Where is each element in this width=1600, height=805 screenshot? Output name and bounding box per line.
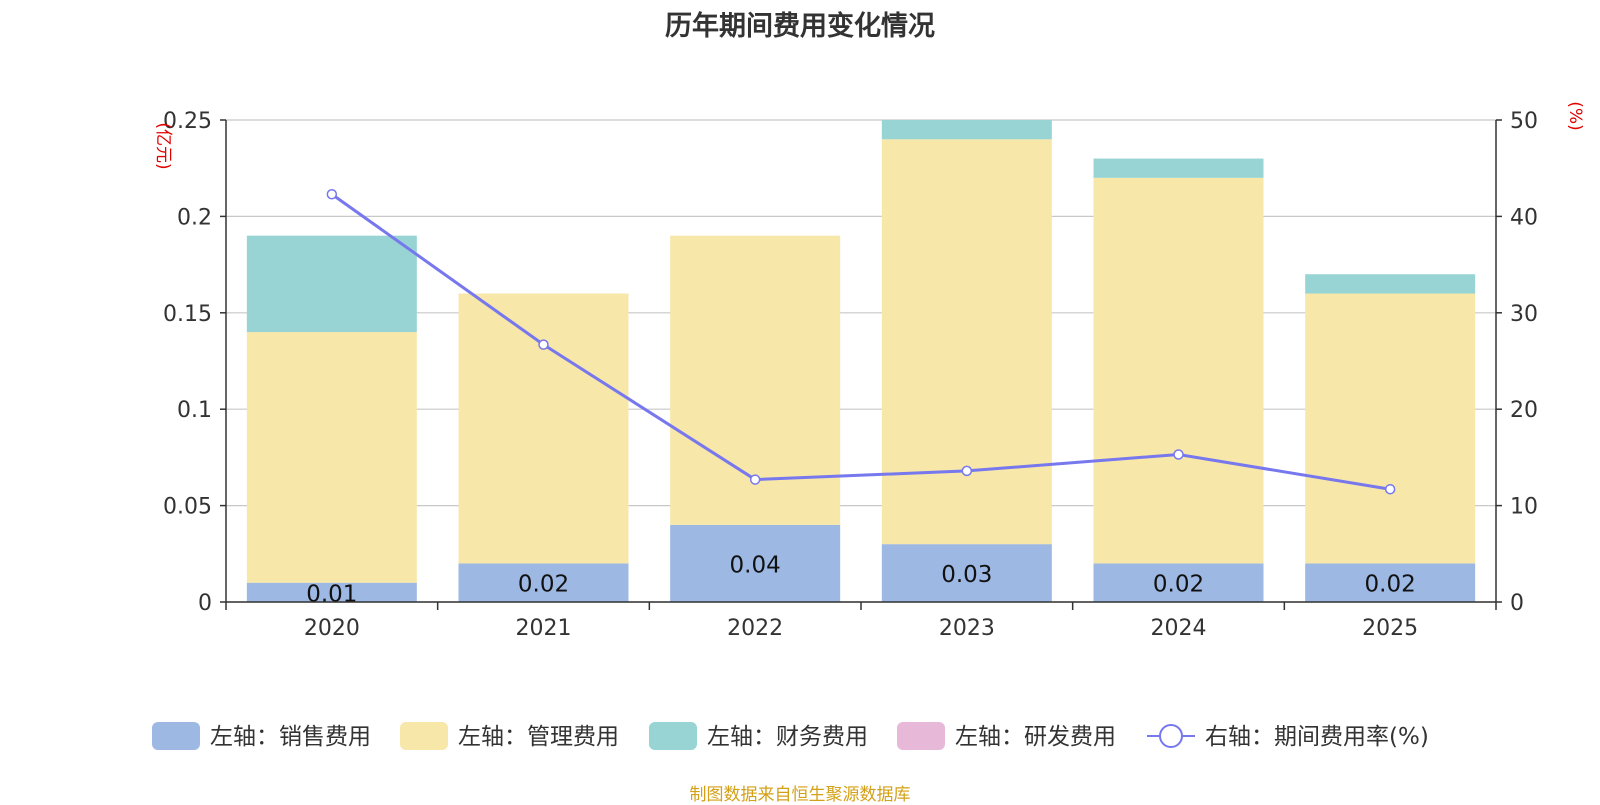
bar-segment (1305, 274, 1476, 294)
left-tick-label: 0.25 (163, 109, 212, 134)
legend-circle-marker (1159, 724, 1183, 748)
legend-swatch (897, 722, 945, 750)
source-note: 制图数据来自恒生聚源数据库 (689, 785, 911, 805)
x-tick-label: 2023 (939, 616, 995, 641)
x-tick-label: 2025 (1362, 616, 1418, 641)
bar-segment (670, 524, 841, 602)
legend-label: 右轴：期间费用率(%) (1205, 724, 1429, 750)
right-tick-label: 50 (1510, 109, 1538, 134)
rate-point (326, 188, 338, 200)
legend-label: 左轴：销售费用 (210, 724, 371, 750)
chart-title: 历年期间费用变化情况 (665, 11, 935, 42)
legend-label: 左轴：研发费用 (955, 724, 1116, 750)
bar-segment (246, 235, 417, 333)
right-tick-label: 30 (1510, 302, 1538, 327)
bar-segment (246, 582, 417, 602)
bar-segment (1093, 158, 1264, 178)
rate-point (538, 339, 549, 350)
bar-segment (881, 120, 1052, 140)
right-tick-label: 40 (1510, 205, 1538, 230)
x-tick-label: 2024 (1151, 616, 1207, 641)
bar-data-label: 0.01 (306, 581, 357, 607)
legend-swatch (152, 722, 200, 750)
left-tick-label: 0.15 (163, 302, 212, 327)
right-tick-label: 10 (1510, 495, 1538, 520)
right-tick-label: 0 (1510, 591, 1524, 616)
bar-segment (458, 563, 629, 602)
bar-segment (1093, 563, 1264, 602)
bar-data-label: 0.02 (1153, 572, 1204, 598)
bar-data-label: 0.03 (941, 562, 992, 588)
bar-segment (246, 332, 417, 583)
bar-segment (1305, 293, 1476, 564)
rate-point (1173, 449, 1184, 460)
rate-line (330, 193, 1391, 491)
left-tick-label: 0.2 (177, 205, 212, 230)
bar-segment (1305, 563, 1476, 602)
bar-segment (1093, 177, 1264, 564)
legend-swatch (400, 722, 448, 750)
right-axis-unit: (%) (1565, 101, 1585, 130)
legend-label: 左轴：管理费用 (458, 724, 619, 750)
x-tick-label: 2021 (516, 616, 572, 641)
bar-segment (881, 544, 1052, 602)
bar-data-label: 0.02 (518, 572, 569, 598)
legend-swatch (649, 722, 697, 750)
rate-point (1384, 483, 1396, 495)
bar-data-label: 0.04 (730, 552, 781, 578)
x-tick-label: 2022 (727, 616, 783, 641)
x-tick-label: 2020 (304, 616, 360, 641)
left-axis-unit: (亿元) (153, 122, 173, 169)
bar-data-label: 0.02 (1365, 572, 1416, 598)
left-tick-label: 0.1 (177, 398, 212, 423)
right-tick-label: 20 (1510, 398, 1538, 423)
left-tick-label: 0.05 (163, 495, 212, 520)
legend-label: 左轴：财务费用 (707, 724, 868, 750)
bar-segment (881, 139, 1052, 545)
rate-point (749, 474, 761, 485)
left-tick-label: 0 (198, 591, 212, 616)
bar-segment (458, 293, 629, 564)
rate-point (961, 465, 973, 477)
